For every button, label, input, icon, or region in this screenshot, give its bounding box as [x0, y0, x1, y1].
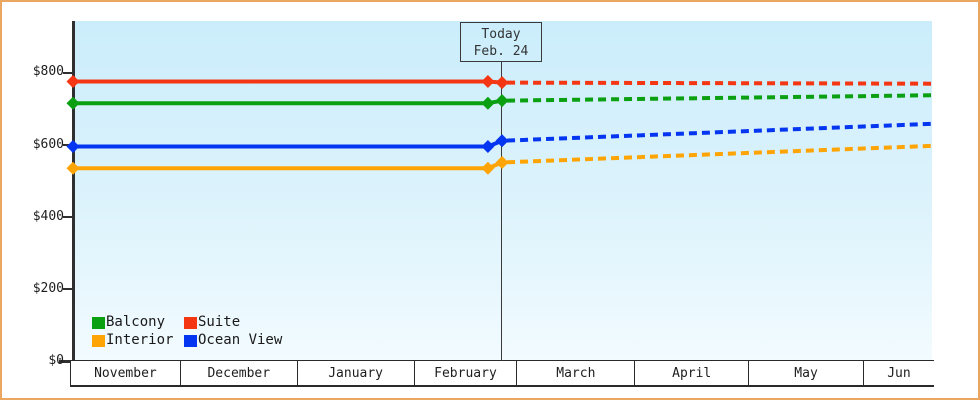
- today-date: Feb. 24: [473, 44, 529, 59]
- y-axis-label-200: $200: [32, 281, 64, 296]
- month-cell-december: December: [181, 361, 298, 385]
- y-axis-label-600: $600: [32, 137, 64, 152]
- y-axis-label-0: $0: [48, 353, 64, 368]
- x-axis-month-table: November December January February March…: [70, 360, 934, 387]
- y-tick-0: [59, 360, 73, 363]
- month-cell-may: May: [749, 361, 864, 385]
- month-cell-february: February: [415, 361, 518, 385]
- y-tick-400: [63, 216, 72, 218]
- legend-item-suite: Suite: [184, 314, 282, 330]
- interior-color-swatch-icon: [92, 334, 105, 347]
- month-cell-january: January: [298, 361, 415, 385]
- legend-item-ocean-view: Ocean View: [184, 332, 283, 348]
- plot-area-background: [73, 21, 932, 361]
- today-title: Today: [481, 27, 521, 42]
- chart-legend: Balcony Suite Interior Ocean View: [92, 314, 283, 348]
- y-axis-label-400: $400: [32, 209, 64, 224]
- legend-item-balcony: Balcony: [92, 314, 184, 330]
- legend-label-interior: Interior: [106, 332, 174, 348]
- month-cell-june: Jun: [887, 365, 911, 381]
- y-axis-label-800: $800: [32, 64, 64, 79]
- today-annotation-box: Today Feb. 24: [460, 22, 542, 62]
- y-tick-800: [63, 72, 72, 74]
- legend-item-interior: Interior: [92, 332, 184, 348]
- ocean-view-color-swatch-icon: [184, 334, 197, 347]
- today-vertical-line: [501, 62, 502, 361]
- month-cell-march: March: [517, 361, 636, 385]
- legend-label-balcony: Balcony: [106, 314, 166, 330]
- y-tick-200: [63, 288, 72, 290]
- y-axis-line: [72, 21, 75, 364]
- suite-color-swatch-icon: [184, 316, 197, 329]
- legend-label-ocean-view: Ocean View: [198, 332, 283, 348]
- y-tick-600: [63, 144, 72, 146]
- month-cell-april: April: [635, 361, 750, 385]
- legend-label-suite: Suite: [198, 314, 241, 330]
- month-cell-november: November: [71, 361, 181, 385]
- balcony-color-swatch-icon: [92, 316, 105, 329]
